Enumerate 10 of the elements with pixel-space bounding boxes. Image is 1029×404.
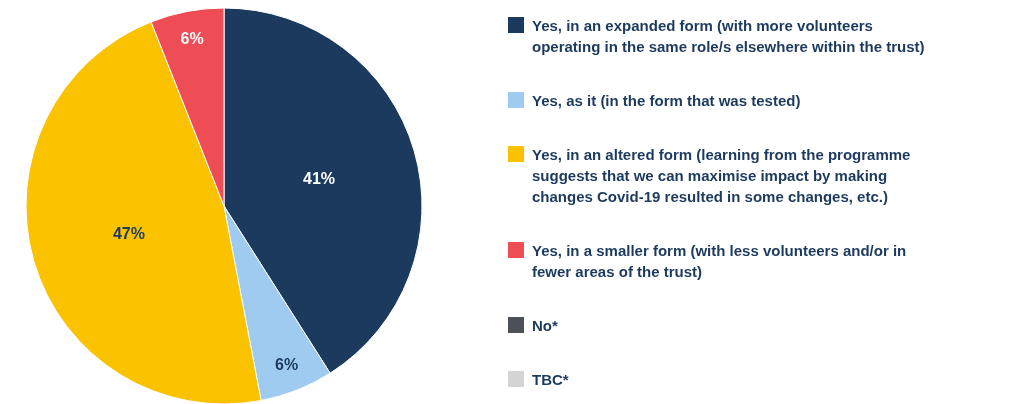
data-label: 6% [275,355,299,373]
data-label: 41% [303,169,336,187]
legend-label: TBC* [532,370,569,388]
legend-label: Yes, in a smaller form (with less volunteers and/or in fewer areas of the trust) [532,241,907,280]
legend-label: Yes, as it (in the form that was tested) [532,91,801,109]
data-label: 6% [180,30,204,48]
data-label: 47% [112,225,145,243]
legend-label: No* [532,316,558,334]
legend-label: Yes, in an expanded form (with more volunteers operating in the same role/s elsewhere within the trust) [532,16,925,55]
legend-label: Yes, in an altered form (learning from the programme suggests that we can maximise impact by making changes Covid-19 resulted in some changes, etc.) [532,145,911,205]
